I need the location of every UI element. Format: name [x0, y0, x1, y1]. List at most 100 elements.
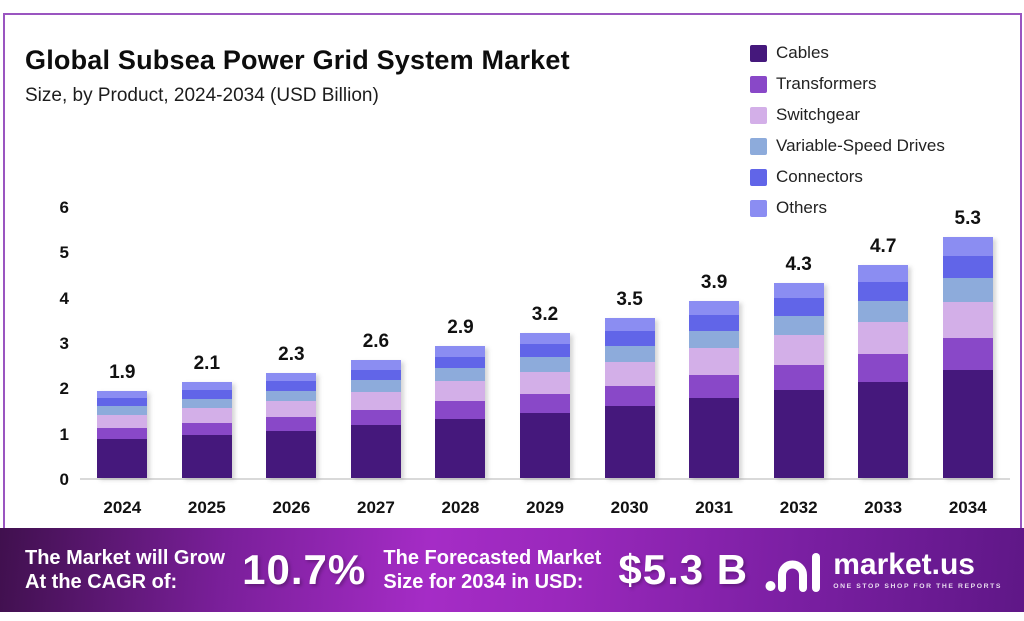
- y-axis-tick-0: 0: [59, 470, 69, 489]
- bar-group-2028: 2.9: [418, 208, 503, 478]
- bar-group-2032: 4.3: [756, 208, 841, 478]
- bar-segment-transformers: [773, 364, 824, 391]
- bar-group-2026: 2.3: [249, 208, 334, 478]
- cagr-label: The Market will Grow At the CAGR of:: [25, 546, 225, 594]
- y-axis: 0 1 2 3 4 5 6: [35, 198, 69, 489]
- page-title: Global Subsea Power Grid System Market: [25, 45, 570, 75]
- legend-item-transformers: Transformers: [750, 74, 945, 94]
- bar-group-2024: 1.9: [80, 208, 165, 478]
- legend-item-others: Others: [750, 198, 945, 218]
- x-axis-label-2031: 2031: [695, 498, 734, 517]
- forecast-value: $5.3 B: [618, 546, 749, 593]
- bar-segment-cables: [858, 381, 909, 478]
- bar-segment-connectors: [689, 314, 740, 331]
- stacked-bar-2027: [350, 360, 401, 478]
- legend-label: Transformers: [776, 74, 877, 93]
- legend-swatch-transformers: [750, 75, 767, 93]
- bar-value-label-2028: 2.9: [447, 317, 474, 339]
- x-axis-label-2030: 2030: [610, 498, 649, 517]
- bar-segment-others: [858, 264, 909, 282]
- bar-segment-transformers: [181, 422, 232, 435]
- legend-item-switchgear: Switchgear: [750, 105, 945, 125]
- x-axis-label-2027: 2027: [357, 498, 395, 517]
- legend-label: Variable-Speed Drives: [776, 136, 945, 155]
- bar-segment-others: [266, 373, 317, 382]
- bar-segment-connectors: [181, 390, 232, 399]
- bar-segment-switchgear: [942, 302, 993, 339]
- legend-label: Others: [776, 198, 828, 217]
- legend-swatch-cables: [750, 44, 767, 62]
- bar-group-2033: 4.7: [841, 208, 926, 478]
- y-axis-tick-4: 4: [59, 288, 69, 308]
- bar-segment-connectors: [520, 344, 570, 358]
- logo-text-wrap: market.us ONE STOP SHOP FOR THE REPORTS: [833, 550, 1003, 591]
- forecast-label-line1: The Forecasted Market: [383, 547, 602, 569]
- bar-segment-connectors: [773, 298, 824, 316]
- y-axis-tick-3: 3: [59, 334, 69, 353]
- bar-segment-cables: [520, 412, 570, 478]
- bar-group-2030: 3.5: [587, 208, 672, 478]
- cagr-value: 10.7%: [242, 546, 367, 593]
- stacked-bar-2034: [942, 237, 993, 478]
- bar-segment-variable-speed-drives: [435, 368, 486, 382]
- x-axis-label-2034: 2034: [948, 498, 987, 517]
- bar-segment-cables: [97, 439, 148, 478]
- bar-value-label-2032: 4.3: [785, 253, 812, 275]
- bar-segment-others: [604, 318, 655, 332]
- x-axis-label-2026: 2026: [272, 498, 311, 517]
- bar-segment-cables: [350, 424, 401, 478]
- bar-group-2027: 2.6: [334, 208, 419, 478]
- bar-segment-others: [97, 391, 148, 399]
- bar-segment-variable-speed-drives: [773, 315, 824, 336]
- plot-area: 1.9 2.1 2.3 2.6 2.9 3.2 3.5 3.9 4.3 4.7 5.3: [80, 208, 1010, 480]
- bar-segment-others: [773, 282, 824, 299]
- logo-tagline: ONE STOP SHOP FOR THE REPORTS: [833, 583, 1003, 590]
- bar-group-2034: 5.3: [925, 208, 1010, 478]
- bar-segment-cables: [435, 418, 486, 478]
- bar-segment-switchgear: [604, 361, 655, 386]
- bar-segment-cables: [773, 390, 824, 478]
- bar-segment-cables: [604, 406, 655, 478]
- x-axis-label-2029: 2029: [526, 498, 564, 517]
- title-block: Global Subsea Power Grid System Market S…: [25, 45, 570, 107]
- bar-segment-connectors: [266, 381, 317, 391]
- x-axis-label-2028: 2028: [441, 498, 480, 517]
- bar-segment-variable-speed-drives: [520, 357, 570, 372]
- stacked-bar-2028: [435, 346, 486, 478]
- bar-segment-switchgear: [689, 348, 740, 376]
- stacked-bar-2024: [97, 391, 148, 478]
- x-axis-label-2025: 2025: [187, 498, 226, 517]
- marketus-logo-icon: [765, 553, 821, 592]
- bar-group-2025: 2.1: [165, 208, 250, 478]
- legend-swatch-variable-speed-drives: [750, 137, 767, 155]
- stacked-bar-2025: [181, 382, 232, 478]
- x-axis: 2024 2025 2026 2027 2028 2029 2030 2031 2032 2033…: [80, 498, 1010, 518]
- legend-swatch-switchgear: [750, 106, 767, 124]
- bar-segment-variable-speed-drives: [97, 405, 148, 415]
- legend-swatch-others: [750, 199, 767, 217]
- bar-value-label-2026: 2.3: [278, 344, 305, 366]
- chart-legend: Cables Transformers Switchgear Variable-…: [750, 43, 945, 218]
- bar-segment-others: [520, 332, 570, 345]
- bar-value-label-2027: 2.6: [362, 331, 390, 353]
- bar-segment-transformers: [942, 338, 993, 370]
- bar-segment-switchgear: [773, 335, 824, 365]
- legend-label: Switchgear: [776, 105, 861, 124]
- bar-segment-variable-speed-drives: [181, 398, 232, 409]
- bar-segment-connectors: [350, 369, 401, 381]
- bar-segment-transformers: [350, 409, 401, 425]
- legend-label: Cables: [776, 43, 829, 62]
- legend-item-variable-speed-drives: Variable-Speed Drives: [750, 136, 945, 156]
- y-axis-tick-2: 2: [59, 379, 69, 399]
- legend-item-cables: Cables: [750, 43, 945, 63]
- stacked-bar-2033: [858, 264, 909, 478]
- x-axis-label-2032: 2032: [779, 498, 818, 517]
- bar-segment-others: [689, 300, 740, 315]
- bar-value-label-2033: 4.7: [869, 235, 897, 257]
- cagr-label-line2: At the CAGR of:: [25, 571, 178, 593]
- bar-segment-variable-speed-drives: [689, 330, 740, 349]
- bar-segment-transformers: [435, 401, 486, 419]
- y-axis-tick-1: 1: [59, 424, 69, 444]
- bar-segment-cables: [942, 369, 993, 478]
- bar-segment-connectors: [97, 398, 148, 406]
